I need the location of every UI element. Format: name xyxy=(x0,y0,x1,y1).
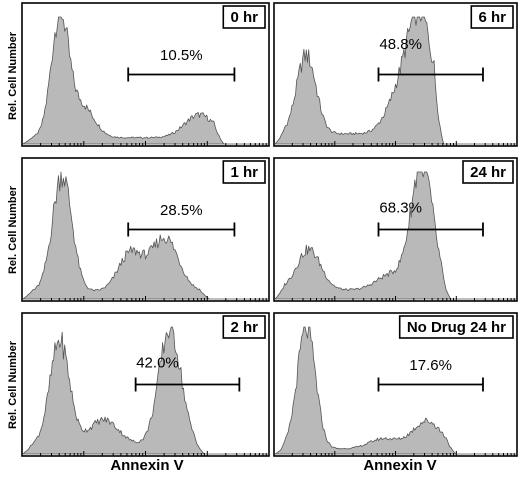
gate-percent-label: 48.8% xyxy=(379,36,422,53)
histogram-series xyxy=(274,171,517,300)
x-axis-ticks xyxy=(273,141,515,146)
gate-marker xyxy=(377,222,484,237)
gate-marker xyxy=(127,222,236,237)
timepoint-label-box xyxy=(398,315,514,339)
histogram-series xyxy=(22,171,269,300)
timepoint-label: 0 hr xyxy=(230,9,258,26)
gate-percent-label: 68.3% xyxy=(379,199,422,216)
histogram-series xyxy=(22,326,269,455)
histogram-series xyxy=(274,326,517,455)
panel-5: 17.6% No Drug 24 hr xyxy=(273,312,518,457)
gate-marker xyxy=(377,67,484,82)
panel-0: 10.5% 0 hr xyxy=(21,2,270,147)
panel-4: 42.0% 2 hr xyxy=(21,312,270,457)
y-axis-label-row-1: Rel. Cell Number xyxy=(7,31,19,120)
panels-group: 10.5% 0 hr 48.8% 6 hr 28.5% 1 hr 68.3% 24 hr 42.… xyxy=(21,2,518,457)
timepoint-label: 2 hr xyxy=(230,319,258,336)
x-axis-ticks xyxy=(273,451,515,456)
timepoint-label-box xyxy=(222,160,266,184)
histogram-series xyxy=(274,16,517,145)
timepoint-label: 24 hr xyxy=(470,164,506,181)
x-axis-ticks xyxy=(273,296,515,301)
timepoint-label-box xyxy=(222,315,266,339)
x-axis-ticks xyxy=(21,296,267,301)
x-axis-label-right: Annexin V xyxy=(363,457,436,474)
x-axis-label-left: Annexin V xyxy=(110,457,183,474)
panel-1: 48.8% 6 hr xyxy=(273,2,518,147)
gate-percent-label: 10.5% xyxy=(160,47,203,64)
gate-percent-label: 17.6% xyxy=(409,357,452,374)
timepoint-label-box xyxy=(462,160,514,184)
timepoint-label-box xyxy=(470,5,514,29)
timepoint-label: 6 hr xyxy=(478,9,506,26)
panel-2: 28.5% 1 hr xyxy=(21,157,270,302)
histogram-series xyxy=(22,16,269,145)
gate-marker xyxy=(134,377,241,392)
x-axis-ticks xyxy=(21,451,267,456)
timepoint-label: 1 hr xyxy=(230,164,258,181)
timepoint-label: No Drug 24 hr xyxy=(407,319,506,336)
gate-marker xyxy=(127,67,236,82)
panel-3: 68.3% 24 hr xyxy=(273,157,518,302)
gate-percent-label: 42.0% xyxy=(136,354,179,371)
gate-percent-label: 28.5% xyxy=(160,202,203,219)
timepoint-label-box xyxy=(222,5,266,29)
y-axis-label-row-3: Rel. Cell Number xyxy=(7,340,19,429)
y-axis-label-row-2: Rel. Cell Number xyxy=(7,185,19,274)
gate-marker xyxy=(377,377,484,392)
x-axis-ticks xyxy=(21,141,267,146)
